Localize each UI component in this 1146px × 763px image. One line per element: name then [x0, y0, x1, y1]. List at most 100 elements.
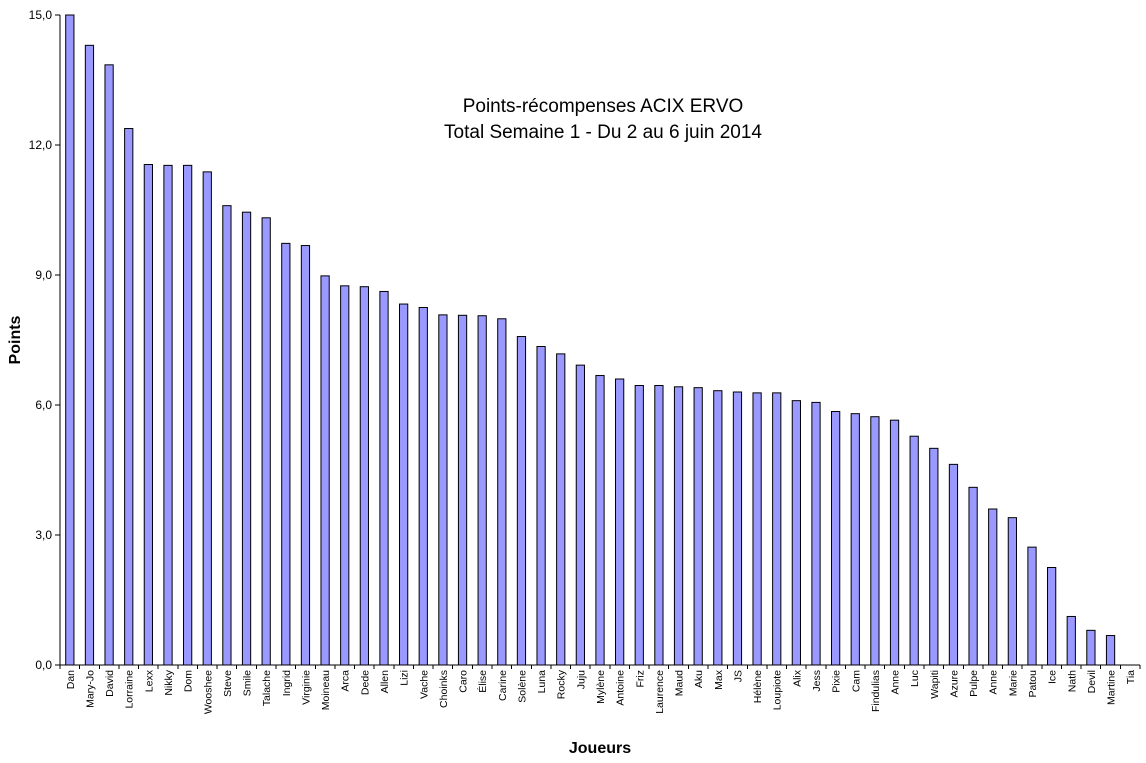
- bar: [791, 400, 801, 666]
- x-tick-label: Azure: [948, 670, 960, 698]
- bar: [1105, 635, 1116, 666]
- y-tick-label: 3,0: [35, 528, 52, 542]
- bar: [654, 385, 664, 666]
- y-axis-title: Points: [7, 315, 24, 364]
- x-tick-label: JS: [732, 670, 744, 682]
- x-tick-label: Anne: [988, 670, 1000, 695]
- x-tick-label: Juju: [575, 670, 587, 689]
- x-tick-label: Élise: [476, 670, 489, 693]
- x-tick-label: Dom: [183, 670, 195, 692]
- x-tick-label: Ice: [1047, 670, 1059, 684]
- y-tick-label: 0,0: [35, 658, 52, 672]
- x-tick-label: Devil: [1086, 670, 1098, 693]
- x-tick-label: Nikky: [163, 669, 175, 695]
- x-tick-label: Tia: [1125, 670, 1137, 684]
- x-tick-label: Pulpe: [968, 670, 980, 697]
- x-tick-label: Marie: [1007, 670, 1019, 696]
- bar: [222, 205, 232, 666]
- bar: [752, 392, 762, 666]
- x-tick-label: Loupiote: [772, 670, 784, 710]
- x-tick-label: Anne: [890, 670, 902, 695]
- bar: [516, 336, 527, 666]
- x-tick-label: Cam: [850, 670, 862, 692]
- x-tick-label: Vache: [418, 670, 430, 699]
- x-tick-label: Smile: [242, 670, 254, 696]
- bar: [968, 486, 978, 666]
- bar: [320, 275, 330, 666]
- x-tick-label: Ingrid: [281, 670, 293, 696]
- bar: [261, 217, 271, 666]
- bar: [202, 171, 212, 666]
- x-tick-label: Friz: [634, 670, 646, 688]
- x-tick-label: Luna: [536, 670, 548, 694]
- bar: [497, 318, 507, 666]
- y-tick-label: 12,0: [29, 138, 53, 152]
- x-tick-label: Caro: [458, 670, 470, 693]
- bar: [948, 463, 959, 666]
- bar: [831, 411, 841, 666]
- x-tick-label: Wooshee: [202, 670, 214, 714]
- bar: [457, 314, 468, 666]
- bar: [811, 401, 821, 666]
- x-ticks-group: Dan Mary-Jo David Lorraine Lexx Nikky Dom Woosh…: [59, 665, 1141, 714]
- x-tick-label: Jess: [811, 670, 823, 692]
- x-tick-label: Steve: [222, 670, 234, 697]
- x-tick-label: Nath: [1066, 670, 1078, 692]
- bar: [418, 307, 428, 666]
- bar: [183, 164, 193, 666]
- x-tick-label: Virginie: [300, 670, 312, 705]
- bar: [477, 315, 487, 666]
- x-tick-label: Dede: [359, 670, 371, 695]
- bar: [693, 387, 703, 666]
- x-tick-label: Carine: [497, 670, 509, 701]
- bar: [988, 508, 998, 666]
- bar: [634, 385, 644, 666]
- bar: [65, 14, 75, 666]
- bar: [84, 44, 95, 666]
- x-tick-label: Pixie: [831, 670, 843, 693]
- bar: [379, 290, 389, 666]
- y-ticks-group: 0,0 3,0 6,0 9,0 12,0 15,0: [29, 8, 60, 672]
- x-tick-label: Martine: [1106, 670, 1118, 705]
- bar: [732, 391, 743, 666]
- x-tick-label: Mylène: [595, 670, 607, 704]
- bar: [438, 314, 448, 666]
- bar: [713, 390, 723, 666]
- x-tick-label: Rocky: [556, 669, 568, 699]
- x-tick-label: David: [104, 670, 116, 697]
- bar: [1047, 567, 1057, 666]
- bar: [1027, 546, 1037, 666]
- x-tick-label: Max: [713, 669, 725, 690]
- x-tick-label: Findulias: [870, 670, 882, 712]
- bar: [536, 346, 546, 666]
- x-tick-label: Lizi: [399, 670, 411, 686]
- bar: [143, 164, 153, 666]
- x-tick-label: Mary-Jo: [84, 670, 96, 708]
- bar: [399, 303, 409, 666]
- bar: [909, 435, 919, 666]
- x-tick-label: Lexx: [143, 669, 155, 692]
- bar: [300, 245, 311, 666]
- x-tick-label: Aku: [693, 670, 705, 688]
- x-tick-label: Hélène: [752, 670, 764, 703]
- bar: [889, 419, 900, 666]
- bar: [870, 416, 880, 666]
- x-tick-label: Moineau: [320, 670, 332, 710]
- bar: [929, 447, 939, 666]
- x-tick-label: Dan: [65, 670, 77, 689]
- bar: [556, 353, 566, 666]
- chart-title-line-1: Points-récompenses ACIX ERVO: [463, 96, 744, 117]
- x-tick-label: Antoine: [615, 670, 627, 706]
- y-tick-label: 15,0: [29, 8, 53, 22]
- x-tick-label: Allen: [379, 670, 391, 694]
- bar: [340, 285, 350, 666]
- bars-group: [65, 14, 1116, 666]
- y-tick-label: 9,0: [35, 268, 52, 282]
- x-tick-label: Patou: [1027, 670, 1039, 698]
- x-tick-label: Laurence: [654, 670, 666, 714]
- x-tick-label: Alix: [791, 669, 803, 687]
- bar: [104, 64, 114, 666]
- x-tick-label: Luc: [909, 670, 921, 687]
- bar: [281, 242, 291, 666]
